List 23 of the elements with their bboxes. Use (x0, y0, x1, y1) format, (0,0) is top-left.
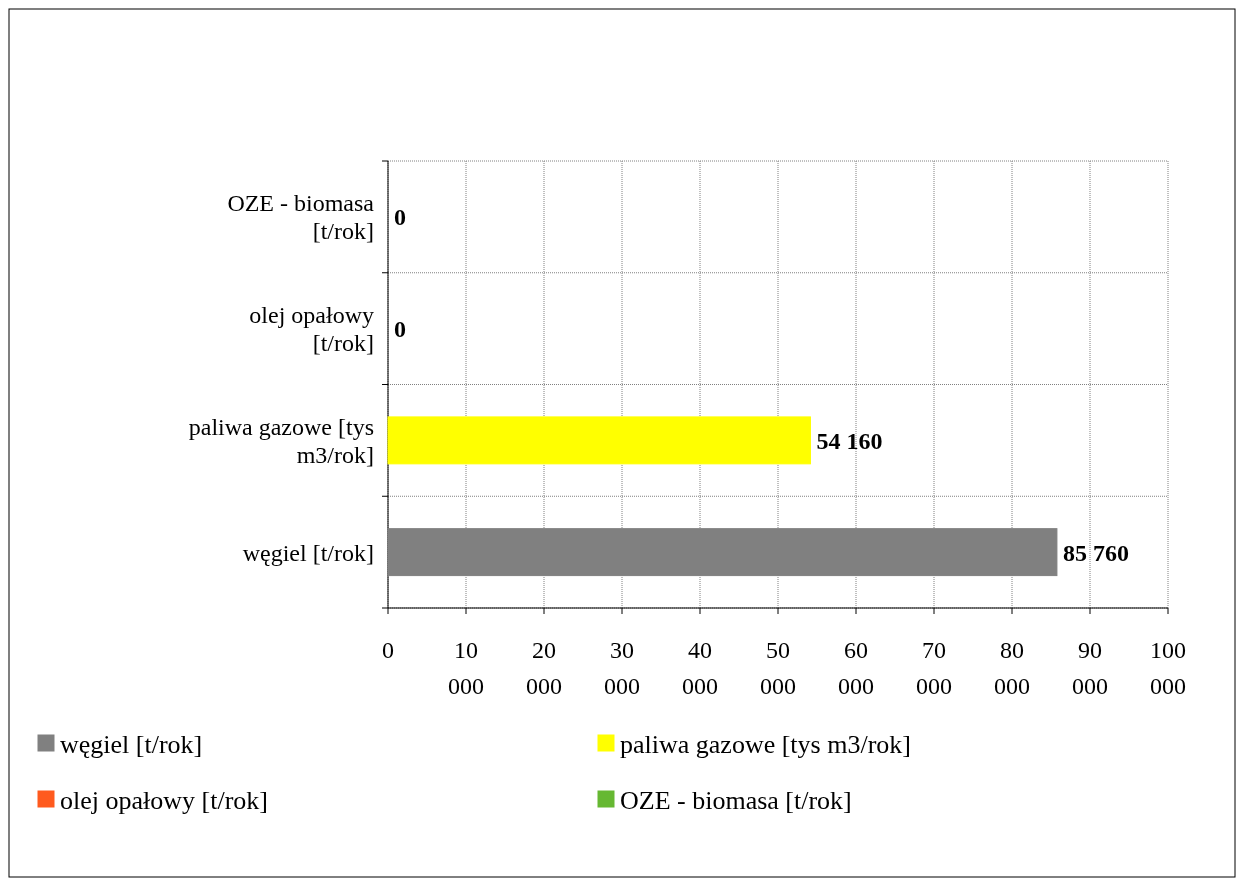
x-tick-label: 100 000 (1150, 637, 1186, 699)
data-label: 85 760 (1062, 539, 1129, 566)
x-tick-label: 60 000 (838, 637, 874, 699)
x-tick-label: 20 000 (526, 637, 562, 699)
y-tick-label: węgiel [t/rok] (242, 539, 374, 566)
x-tick-label: 80 000 (994, 637, 1030, 699)
legend-label: olej opałowy [t/rok] (60, 786, 268, 815)
x-tick-label: 70 000 (916, 637, 952, 699)
x-tick-label: 50 000 (760, 637, 796, 699)
x-tick-label: 10 000 (448, 637, 484, 699)
legend-label: węgiel [t/rok] (60, 730, 203, 759)
x-tick-label: 30 000 (604, 637, 640, 699)
data-label: 54 160 (816, 427, 883, 454)
x-tick-label: 90 000 (1072, 637, 1108, 699)
legend-label: paliwa gazowe [tys m3/rok] (620, 730, 911, 759)
y-tick-label: olej opałowy [t/rok] (249, 302, 374, 357)
data-label: 0 (394, 204, 406, 231)
legend-label: OZE - biomasa [t/rok] (620, 786, 852, 815)
x-tick-label: 40 000 (682, 637, 718, 699)
x-tick-label: 0 (382, 637, 394, 663)
data-label: 0 (394, 316, 406, 343)
y-tick-label: OZE - biomasa [t/rok] (227, 190, 375, 245)
y-tick-label: paliwa gazowe [tys m3/rok] (188, 413, 374, 468)
